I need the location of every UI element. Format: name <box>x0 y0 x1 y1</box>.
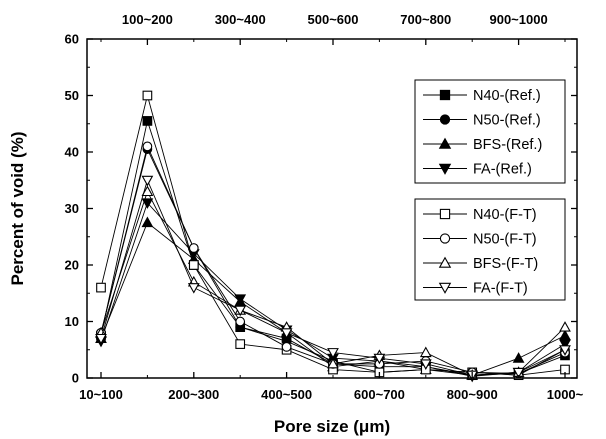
series-FA-(F-T) <box>95 175 571 382</box>
legend-item: N50-(Ref.) <box>423 113 541 129</box>
data-point <box>281 342 292 352</box>
legend-marker <box>438 282 452 294</box>
x-top-tick-label: 100~200 <box>122 12 173 27</box>
legend-label: FA-(Ref.) <box>473 162 532 178</box>
data-point <box>234 305 247 317</box>
data-point <box>512 367 525 379</box>
data-point <box>142 90 153 101</box>
legend-marker <box>439 114 451 125</box>
data-point <box>327 348 339 359</box>
data-point <box>187 283 200 294</box>
data-point <box>142 116 153 126</box>
legend-item: BFS-(F-T) <box>423 256 538 272</box>
legend-label: N50-(F-T) <box>473 232 537 248</box>
x-bottom-tick-label: 200~300 <box>168 387 219 402</box>
y-axis-title: Percent of void (%) <box>8 132 27 286</box>
data-point <box>373 353 386 365</box>
y-tick-label: 40 <box>65 145 79 160</box>
x-bottom-tick-label: 400~500 <box>261 387 312 402</box>
legend-label: N40-(Ref.) <box>473 88 541 104</box>
y-tick-label: 30 <box>65 201 79 216</box>
data-point <box>235 316 246 327</box>
legend-label: N50-(Ref.) <box>473 113 541 129</box>
data-point <box>559 339 571 351</box>
legend-item: N40-(Ref.) <box>423 88 541 104</box>
data-point <box>559 321 571 332</box>
data-point <box>141 198 154 209</box>
legend: N40-(Ref.) N50-(Ref.) BFS-(Ref.) FA-(Ref.) N… <box>414 79 566 301</box>
legend-label: BFS-(F-T) <box>473 256 538 272</box>
legend-marker <box>439 208 451 220</box>
x-top-tick-label: 700~800 <box>400 12 451 27</box>
data-point <box>327 357 339 369</box>
y-tick-label: 10 <box>65 314 79 329</box>
legend-label: N40-(F-T) <box>473 207 537 223</box>
data-point <box>559 329 571 341</box>
axes-layer: 0 10 20 30 40 50 60 10~100 200~300 400~500 600~700… <box>65 12 584 402</box>
legend-item: FA-(Ref.) <box>423 162 532 178</box>
legend-marker <box>439 89 451 101</box>
data-point <box>512 352 525 363</box>
legend-item: N50-(F-T) <box>423 232 537 248</box>
data-point <box>280 328 293 339</box>
legend-item: BFS-(Ref.) <box>423 137 542 153</box>
legend-marker <box>438 163 452 175</box>
x-bottom-tick-label: 1000~ <box>547 387 584 402</box>
x-bottom-tick-label: 600~700 <box>354 387 405 402</box>
data-point <box>95 333 107 345</box>
data-point <box>235 339 246 349</box>
y-tick-label: 50 <box>65 88 79 103</box>
data-point <box>234 294 247 305</box>
legend-marker <box>438 137 452 149</box>
data-point <box>419 346 432 358</box>
x-bottom-tick-label: 800~900 <box>447 387 498 402</box>
legend-label: BFS-(Ref.) <box>473 137 542 153</box>
y-tick-label: 60 <box>65 32 79 47</box>
legend-marker <box>439 233 451 244</box>
x-top-tick-label: 500~600 <box>308 12 359 27</box>
x-top-tick-label: 300~400 <box>215 12 266 27</box>
data-point <box>188 260 199 270</box>
data-point <box>419 359 432 370</box>
legend-label: FA-(F-T) <box>473 281 528 297</box>
data-point <box>142 141 153 152</box>
legend-item: FA-(F-T) <box>423 281 528 297</box>
data-point <box>141 216 154 228</box>
x-bottom-tick-label: 10~100 <box>79 387 123 402</box>
x-top-tick-label: 900~1000 <box>489 12 547 27</box>
legend-item: N40-(F-T) <box>423 207 537 223</box>
series-layer <box>95 90 571 383</box>
y-tick-label: 20 <box>65 258 79 273</box>
x-axis-title: Pore size (μm) <box>274 417 390 436</box>
data-point <box>96 282 106 293</box>
data-point <box>141 185 154 197</box>
data-point <box>559 345 571 356</box>
y-tick-label: 0 <box>72 371 79 386</box>
data-point <box>141 175 154 187</box>
data-point <box>188 243 199 253</box>
legend-marker <box>438 256 452 268</box>
